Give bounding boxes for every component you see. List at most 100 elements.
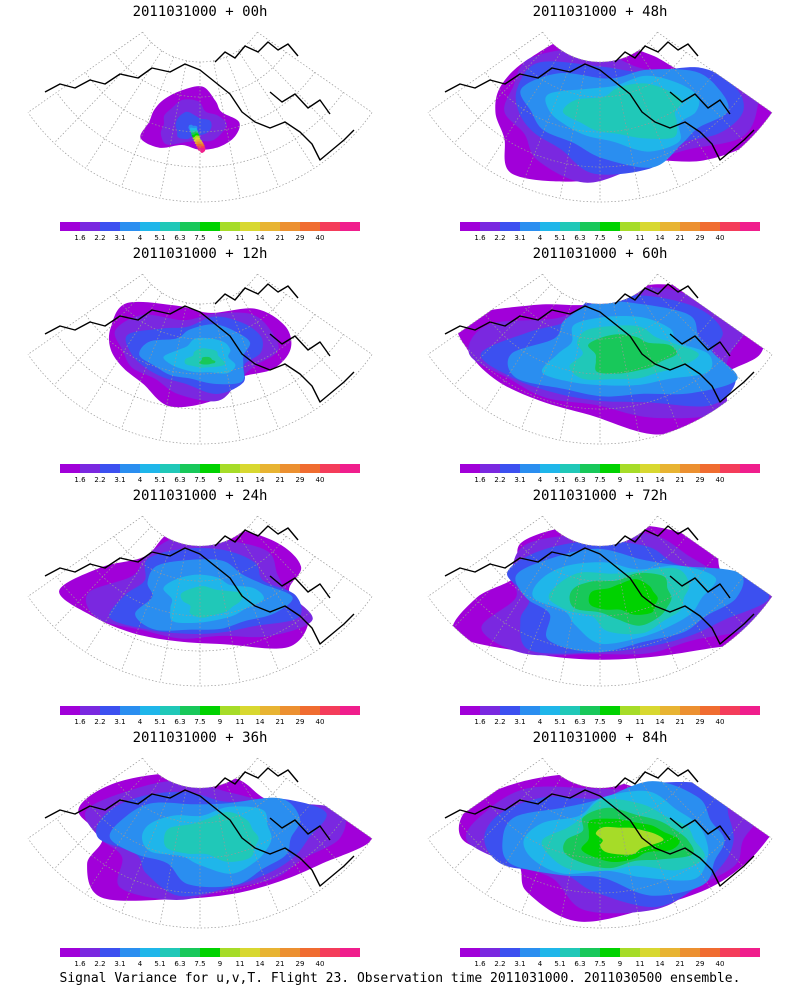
- coastline-segment: [44, 63, 355, 161]
- colorbar-tick-label: 6.3: [174, 718, 185, 726]
- coastline-segment: [269, 91, 331, 115]
- variance-field: [140, 86, 240, 153]
- longitude-line: [27, 31, 143, 113]
- latitude-arc: [85, 72, 315, 133]
- latitude-arc: [427, 354, 773, 445]
- longitude-line: [213, 786, 241, 925]
- colorbar-swatch: [460, 706, 481, 715]
- colorbar-tick-label: 14: [656, 476, 665, 484]
- colorbar-tick-label: 29: [296, 476, 305, 484]
- colorbar-tick-label: 14: [656, 234, 665, 242]
- colorbar-swatch: [180, 706, 201, 715]
- colorbar-swatch: [280, 222, 301, 231]
- contour-level-5: [180, 586, 244, 618]
- coastline-segment: [444, 63, 755, 161]
- longitude-line: [648, 284, 747, 386]
- latitude-arc: [85, 556, 315, 617]
- colorbar-swatch: [520, 948, 541, 957]
- latitude-arc: [513, 536, 687, 582]
- colorbar-tick-label: 9: [218, 960, 222, 968]
- coastline: [444, 283, 755, 403]
- longitude-line: [85, 534, 163, 653]
- colorbar-swatch: [620, 464, 641, 473]
- coastline: [44, 41, 355, 161]
- colorbar-tick-label: 4: [538, 718, 543, 726]
- coastline-segment: [214, 525, 299, 547]
- colorbar-swatch: [560, 464, 581, 473]
- colorbar-tick-label: 21: [276, 234, 285, 242]
- longitude-line: [257, 31, 373, 113]
- longitude-line: [248, 768, 347, 870]
- colorbar-swatch: [60, 948, 81, 957]
- colorbar-swatch: [560, 948, 581, 957]
- colorbar-swatch: [600, 948, 621, 957]
- contour-level-6: [199, 356, 216, 365]
- longitude-line: [53, 42, 152, 144]
- graticule: [27, 31, 373, 203]
- coastline-segment: [269, 333, 331, 357]
- colorbar-swatch: [220, 948, 241, 957]
- longitude-line: [637, 292, 715, 411]
- latitude-arc: [485, 556, 715, 617]
- longitude-line: [613, 302, 641, 441]
- colorbar-swatch: [160, 464, 181, 473]
- coastline-segment: [669, 817, 731, 841]
- coastline-segment: [444, 305, 755, 403]
- colorbar-tick-label: 3.1: [514, 960, 525, 968]
- colorbar-tick-label: 9: [618, 960, 622, 968]
- longitude-line: [625, 56, 679, 187]
- longitude-line: [121, 540, 175, 671]
- colorbar-swatch: [240, 948, 261, 957]
- colorbar-swatch: [220, 222, 241, 231]
- map-plot: [27, 273, 373, 445]
- colorbar-tick-label: 1.6: [474, 234, 486, 242]
- colorbar-swatch: [160, 948, 181, 957]
- colorbar-swatch: [660, 222, 681, 231]
- graticule: [427, 31, 773, 203]
- colorbar-swatch: [740, 222, 760, 231]
- colorbar: 1.6 2.2 3.1 4 5.1 6.3 7.5 9 11 14 21 29 40: [460, 464, 760, 484]
- colorbar-swatch: [80, 706, 101, 715]
- colorbar-swatch: [620, 948, 641, 957]
- longitude-line: [225, 298, 279, 429]
- coastline-segment: [444, 547, 755, 645]
- longitude-line: [53, 284, 152, 386]
- colorbar-swatch: [200, 222, 221, 231]
- graticule: [427, 757, 773, 929]
- colorbar-swatch: [120, 948, 141, 957]
- longitude-line: [225, 540, 279, 671]
- coastline-segment: [614, 525, 699, 547]
- longitude-line: [453, 42, 552, 144]
- longitude-line: [27, 515, 143, 597]
- colorbar-tick-label: 2.2: [494, 476, 505, 484]
- longitude-line: [85, 776, 163, 895]
- panel-title: 2011031000 + 24h: [132, 488, 268, 504]
- colorbar-tick-label: 7.5: [194, 234, 205, 242]
- longitude-line: [213, 302, 241, 441]
- colorbar-swatch: [540, 948, 561, 957]
- longitude-line: [213, 60, 241, 199]
- colorbar-swatch: [320, 222, 341, 231]
- colorbar-tick-label: 29: [696, 476, 705, 484]
- colorbar-tick-label: 7.5: [194, 476, 205, 484]
- colorbar-tick-label: 2.2: [94, 476, 105, 484]
- latitude-arc: [27, 354, 373, 445]
- colorbar-swatch: [640, 222, 661, 231]
- coastline-segment: [614, 283, 699, 305]
- colorbar-tick-label: 40: [716, 960, 725, 968]
- variance-field: [59, 527, 313, 649]
- coastline-segment: [214, 41, 299, 63]
- colorbar-tick-label: 2.2: [494, 960, 505, 968]
- colorbar-swatch: [80, 222, 101, 231]
- colorbar-tick-label: 7.5: [594, 718, 605, 726]
- colorbar-swatch: [320, 948, 341, 957]
- longitude-line: [559, 60, 587, 199]
- colorbar-tick-label: 6.3: [174, 476, 185, 484]
- colorbar-swatch: [120, 464, 141, 473]
- colorbar-tick-label: 5.1: [554, 718, 565, 726]
- colorbar: 1.6 2.2 3.1 4 5.1 6.3 7.5 9 11 14 21 29 40: [60, 948, 360, 968]
- longitude-line: [559, 786, 587, 925]
- graticule: [427, 515, 773, 687]
- colorbar-swatch: [260, 948, 281, 957]
- colorbar-swatch: [720, 948, 741, 957]
